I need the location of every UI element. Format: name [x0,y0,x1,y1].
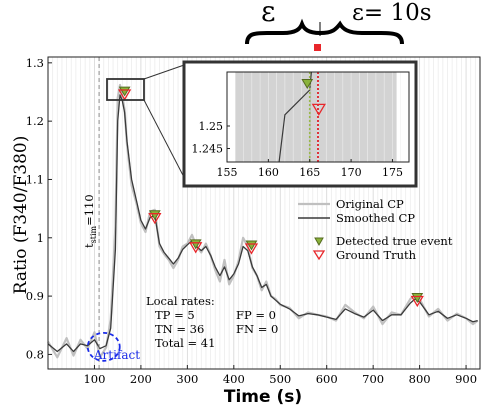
legend-groundtruth-marker [312,250,326,261]
stim-label: tstim=110 [82,194,98,248]
epsilon-left-label: ε [261,0,276,28]
legend-groundtruth-label: Ground Truth [336,248,417,262]
y-axis-ticks: 0.8 0.9 1 1.1 1.2 1.3 [26,56,52,361]
y-tick-label: 1.3 [26,56,44,70]
y-axis-title: Ratio (F340/F380) [11,136,31,295]
inset-detected-marker [301,79,314,89]
detected-event-marker [118,86,131,97]
epsilon-right-label: ε= 10s [352,0,432,26]
x-tick-label: 100 [83,372,105,386]
inset-x-ticks: 155 160 165 170 175 [217,159,403,179]
detected-event-marker [189,239,202,250]
rate-fp: FP = 0 [236,308,276,322]
ground-truth-marker [118,89,132,101]
detected-event-marker [411,293,424,304]
x-tick-label: 200 [130,372,152,386]
y-tick-label: 0.8 [26,347,44,361]
zoom-region-box [106,78,145,101]
epsilon-center-marker [314,44,321,51]
inset-x-tick-label: 175 [382,166,403,179]
x-tick-label: 700 [362,372,384,386]
ground-truth-marker [244,243,259,255]
legend-detected-marker [314,237,324,247]
ground-truth-marker [410,295,424,308]
legend-original-label: Original CP [336,197,404,211]
y-tick-label: 1 [37,231,44,245]
x-axis-ticks: 100 200 300 400 500 600 700 800 900 [83,365,477,386]
x-tick-label: 600 [316,372,338,386]
inset-y-ticks: 1.245 1.25 [192,120,230,156]
inset-ground-truth-marker [311,103,326,116]
legend: Original CP Smoothed CP Detected true ev… [298,197,453,262]
stim-label-sub: stim [89,225,98,243]
inset-grid [226,72,410,162]
x-tick-label: 500 [269,372,291,386]
legend-detected-label: Detected true event [336,234,453,248]
events-layer [118,86,424,308]
inset-x-tick-label: 160 [258,166,279,179]
x-tick-label: 900 [455,372,477,386]
inset-y-tick-label: 1.245 [192,143,224,156]
stim-label-suffix: =110 [82,194,96,226]
rate-tp: TP = 5 [155,308,195,322]
inset-y-tick-label: 1.25 [199,120,224,133]
inset-shaded-window [235,72,397,162]
detected-event-marker [148,210,161,221]
ground-truth-marker [189,242,203,254]
zoom-connector-top [143,63,188,80]
stim-label-main: t [82,243,96,248]
legend-smoothed-label: Smoothed CP [336,211,415,225]
ground-truth-marker [148,213,162,225]
x-tick-label: 800 [409,372,431,386]
y-tick-label: 1.2 [26,114,44,128]
inset-x-tick-label: 165 [299,166,320,179]
local-rates-title: Local rates: [146,294,215,308]
inset-x-tick-label: 170 [341,166,362,179]
plot-border [47,56,481,370]
y-tick-label: 0.9 [26,289,44,303]
x-tick-label: 400 [223,372,245,386]
artifact-circle [86,331,121,362]
rate-fn: FN = 0 [236,322,278,336]
inset-zoom: 155 160 165 170 175 1.245 1.25 [182,60,418,188]
detected-event-marker [245,240,258,251]
zoom-connector-bottom [143,99,188,184]
epsilon-left-brace [245,18,321,45]
x-axis-title: Time (s) [224,387,302,407]
rate-tn: TN = 36 [155,322,204,336]
inset-plot-border [226,71,410,163]
epsilon-annotation: ε ε= 10s [245,0,432,51]
artifact-label: Artifact [93,348,140,362]
epsilon-right-brace [319,20,404,45]
x-tick-label: 300 [176,372,198,386]
local-rates: Local rates: TP = 5 FP = 0 TN = 36 FN = … [146,294,278,350]
inset-x-tick-label: 155 [217,166,238,179]
rate-total: Total = 41 [155,336,215,350]
y-tick-label: 1.1 [26,172,44,186]
